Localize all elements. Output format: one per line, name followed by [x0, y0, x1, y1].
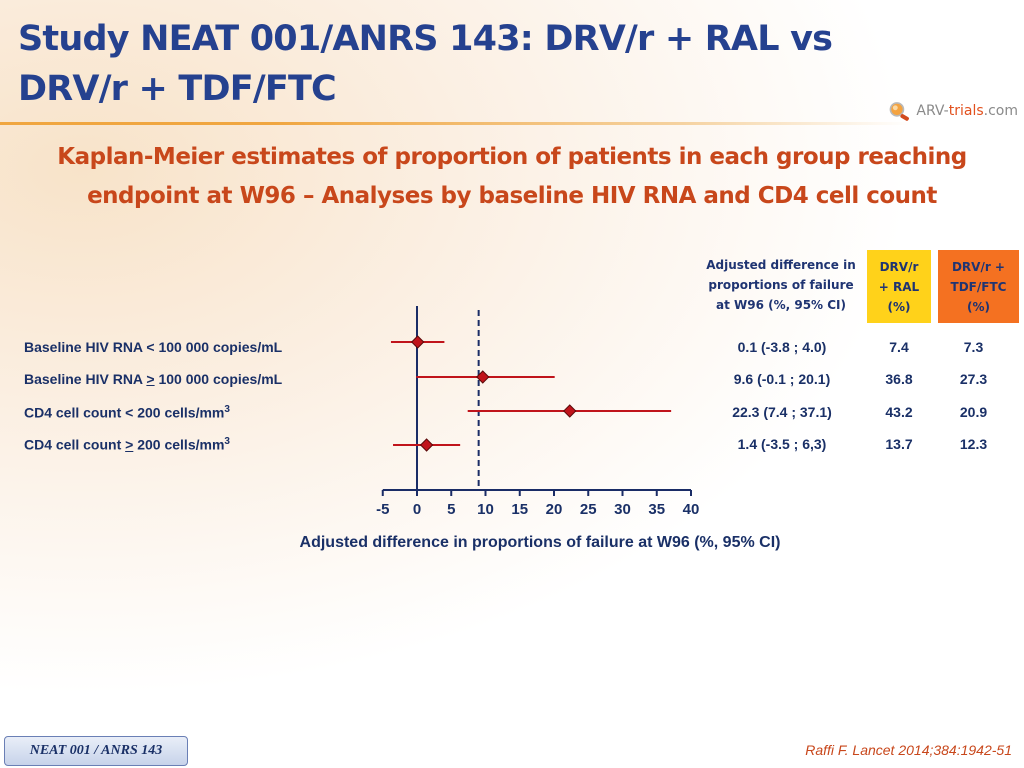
x-tick-label: 15 [511, 501, 528, 518]
row-label-cd4-high: CD4 cell count > 200 cells/mm3 [24, 436, 230, 453]
x-tick-label: 25 [580, 501, 597, 518]
subtitle-line-2: endpoint at W96 – Analyses by baseline H… [87, 183, 937, 209]
row-label-hiv-rna-low: Baseline HIV RNA < 100 000 copies/mL [24, 339, 283, 355]
point-estimate-diamond [563, 404, 577, 418]
point-estimate-diamond [419, 438, 434, 452]
row-label-hiv-rna-high: Baseline HIV RNA > 100 000 copies/mL [24, 371, 283, 387]
point-estimate-diamond [410, 335, 425, 349]
point-estimate-diamond [476, 370, 490, 384]
adjusted-diff-cell: 1.4 (-3.5 ; 6,3) [737, 436, 827, 452]
x-axis-title: Adjusted difference in proportions of fa… [299, 534, 781, 551]
drv-tdf-ftc-header: DRV/r + TDF/FTC (%) [938, 250, 1019, 323]
subtitle-line-1: Kaplan-Meier estimates of proportion of … [57, 144, 967, 170]
drv-tdf-cell: 7.3 [963, 339, 984, 355]
x-tick-label: 20 [546, 501, 563, 518]
drv-ral-header: DRV/r + RAL (%) [867, 250, 931, 323]
drv-ral-cell: 43.2 [885, 404, 913, 420]
drv-ral-cell: 13.7 [885, 436, 913, 452]
slide-subtitle: Kaplan-Meier estimates of proportion of … [0, 138, 1024, 216]
study-label-badge: NEAT 001 / ANRS 143 [4, 736, 188, 766]
title-divider [0, 122, 910, 125]
magnifier-logo-icon [889, 102, 909, 121]
x-tick-label: -5 [376, 501, 389, 518]
adjusted-diff-cell: 0.1 (-3.8 ; 4.0) [737, 339, 827, 355]
adjusted-difference-header: Adjusted difference in proportions of fa… [706, 258, 856, 312]
drv-ral-cell: 36.8 [885, 371, 913, 387]
adjusted-diff-cell: 9.6 (-0.1 ; 20.1) [733, 371, 831, 387]
drv-ral-cell: 7.4 [889, 339, 909, 355]
drv-tdf-cell: 27.3 [959, 371, 988, 387]
x-tick-label: 5 [447, 501, 455, 518]
x-tick-label: 35 [648, 501, 665, 518]
x-tick-label: 0 [413, 501, 421, 518]
drv-tdf-cell: 20.9 [959, 404, 988, 420]
slide-title: Study NEAT 001/ANRS 143: DRV/r + RAL vs … [18, 19, 833, 109]
citation: Raffi F. Lancet 2014;384:1942-51 [805, 742, 1012, 758]
x-tick-label: 40 [683, 501, 700, 518]
drv-tdf-cell: 12.3 [959, 436, 988, 452]
x-tick-label: 10 [477, 501, 494, 518]
row-label-cd4-low: CD4 cell count < 200 cells/mm3 [24, 404, 230, 421]
adjusted-diff-cell: 22.3 (7.4 ; 37.1) [732, 404, 832, 420]
x-tick-label: 30 [614, 501, 631, 518]
arv-trials-logo: ARV-trials.com [888, 98, 1018, 124]
logo-text: ARV-trials.com [916, 103, 1018, 119]
